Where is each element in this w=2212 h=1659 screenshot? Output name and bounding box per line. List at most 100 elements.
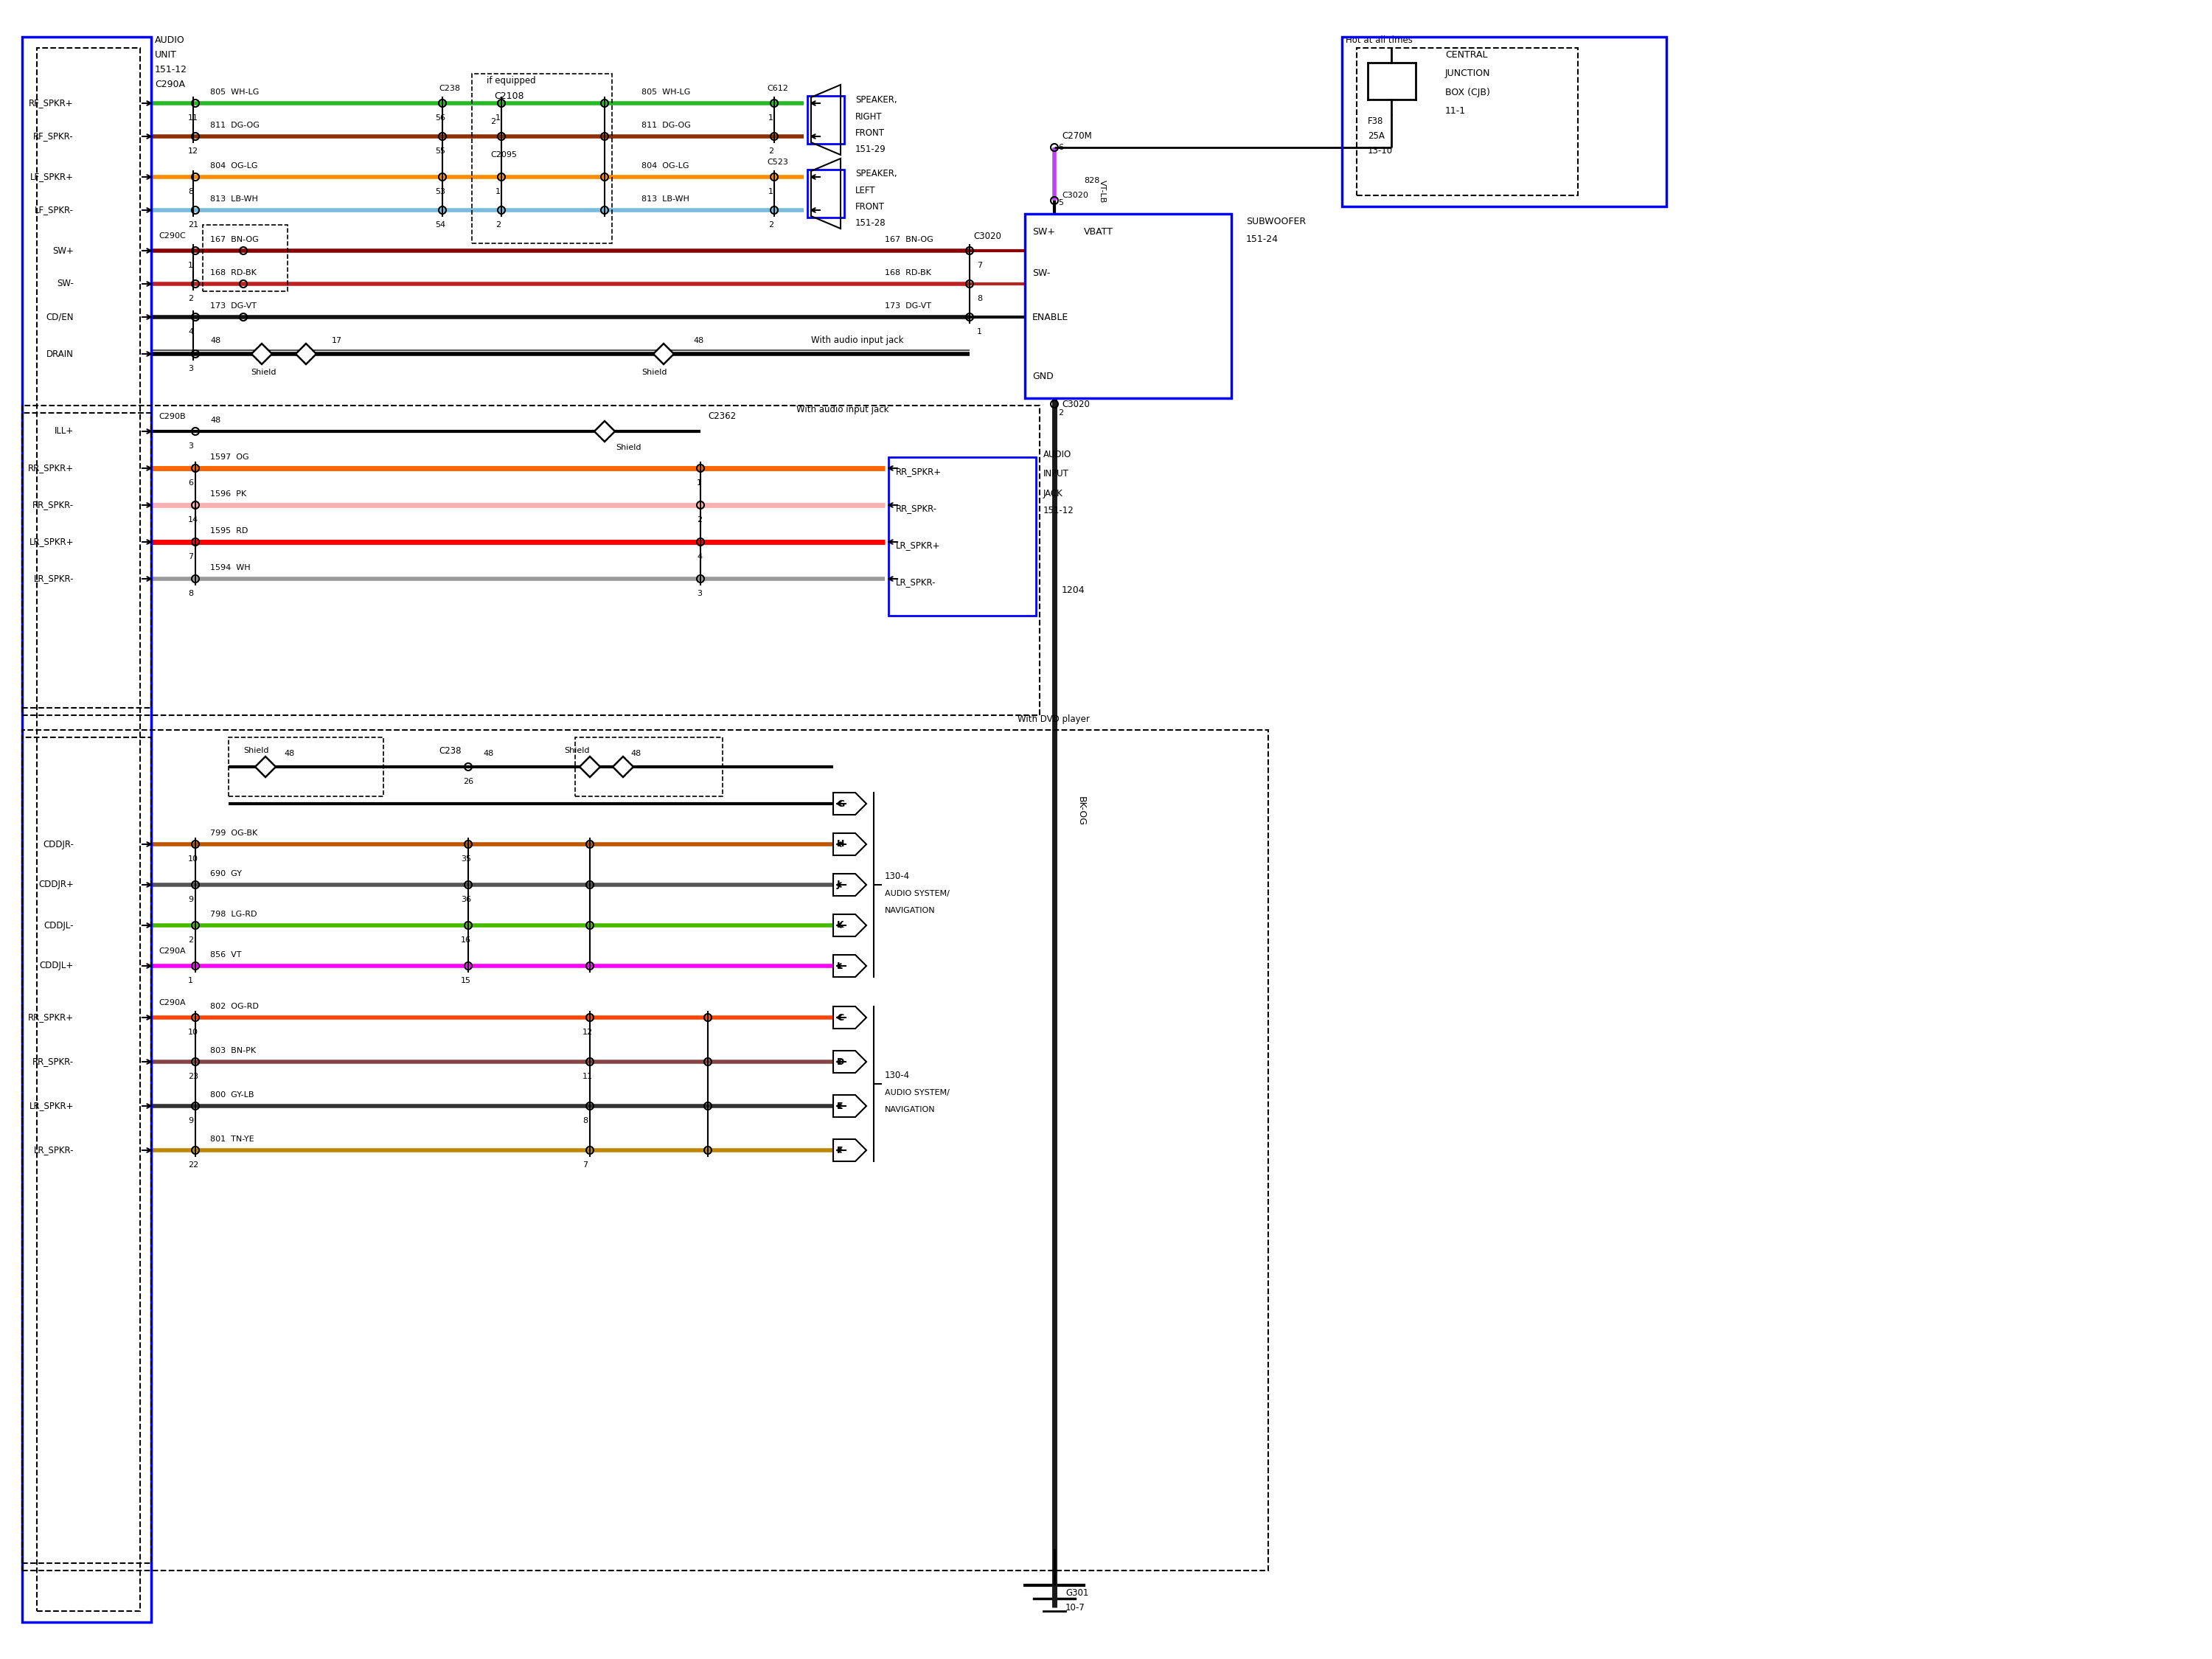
Text: LF_SPKR-: LF_SPKR- bbox=[35, 206, 73, 216]
Text: 6: 6 bbox=[188, 479, 192, 486]
Text: C3020: C3020 bbox=[1062, 400, 1091, 408]
Bar bbox=[471, 73, 613, 244]
Text: if equipped: if equipped bbox=[487, 76, 535, 86]
Text: CDDJR+: CDDJR+ bbox=[38, 879, 73, 889]
Text: 56: 56 bbox=[436, 114, 445, 121]
Text: 1: 1 bbox=[188, 262, 192, 269]
Text: SW+: SW+ bbox=[1033, 227, 1055, 237]
Text: SW-: SW- bbox=[58, 279, 73, 289]
Text: VBATT: VBATT bbox=[1084, 227, 1113, 237]
Text: RR_SPKR+: RR_SPKR+ bbox=[29, 1012, 73, 1022]
Bar bbox=[1024, 214, 1232, 398]
Polygon shape bbox=[580, 757, 599, 776]
Text: 690  GY: 690 GY bbox=[210, 869, 241, 878]
Text: 813  LB-WH: 813 LB-WH bbox=[210, 196, 259, 202]
Text: G: G bbox=[836, 800, 845, 808]
Text: 804  OG-LG: 804 OG-LG bbox=[210, 163, 257, 169]
Text: C2095: C2095 bbox=[491, 151, 518, 159]
Bar bbox=[38, 48, 139, 1611]
Text: AUDIO: AUDIO bbox=[1044, 450, 1071, 460]
Text: 1204: 1204 bbox=[1062, 586, 1086, 594]
Text: Shield: Shield bbox=[243, 747, 270, 755]
Text: ENABLE: ENABLE bbox=[1033, 312, 1068, 322]
Text: C290A: C290A bbox=[159, 999, 186, 1007]
Text: 1: 1 bbox=[697, 479, 701, 486]
Text: 7: 7 bbox=[978, 262, 982, 269]
Text: 130-4: 130-4 bbox=[885, 871, 909, 881]
Text: 168  RD-BK: 168 RD-BK bbox=[885, 269, 931, 277]
Bar bbox=[22, 405, 1040, 715]
Bar bbox=[22, 737, 150, 1563]
Text: 799  OG-BK: 799 OG-BK bbox=[210, 830, 257, 836]
Text: RR_SPKR+: RR_SPKR+ bbox=[896, 468, 942, 476]
Text: 811  DG-OG: 811 DG-OG bbox=[210, 121, 259, 129]
Text: 813  LB-WH: 813 LB-WH bbox=[641, 196, 690, 202]
Text: Shield: Shield bbox=[250, 368, 276, 377]
Text: C270M: C270M bbox=[1062, 131, 1093, 141]
Text: SW-: SW- bbox=[1033, 269, 1051, 277]
Text: 55: 55 bbox=[436, 148, 445, 154]
Text: 167  BN-OG: 167 BN-OG bbox=[885, 236, 933, 244]
Text: 130-4: 130-4 bbox=[885, 1070, 909, 1080]
Text: 2: 2 bbox=[768, 148, 774, 154]
Text: Shield: Shield bbox=[564, 747, 588, 755]
Text: 1: 1 bbox=[978, 328, 982, 335]
Text: 173  DG-VT: 173 DG-VT bbox=[210, 302, 257, 310]
Text: CENTRAL: CENTRAL bbox=[1444, 50, 1486, 60]
Text: INPUT: INPUT bbox=[1044, 469, 1068, 479]
Text: Hot at all times: Hot at all times bbox=[1345, 36, 1413, 45]
Text: LR_SPKR-: LR_SPKR- bbox=[896, 577, 936, 587]
Text: FRONT: FRONT bbox=[856, 202, 885, 211]
Text: C290C: C290C bbox=[159, 232, 186, 239]
Text: C3020: C3020 bbox=[973, 231, 1002, 241]
Text: AUDIO SYSTEM/: AUDIO SYSTEM/ bbox=[885, 889, 949, 898]
Text: 53: 53 bbox=[436, 187, 445, 196]
Text: 9: 9 bbox=[188, 1117, 192, 1125]
Text: 2: 2 bbox=[495, 221, 500, 229]
Bar bbox=[807, 96, 845, 144]
Text: 800  GY-LB: 800 GY-LB bbox=[210, 1092, 254, 1098]
Text: C2362: C2362 bbox=[708, 411, 737, 421]
Text: LR_SPKR-: LR_SPKR- bbox=[33, 1145, 73, 1155]
Text: 8: 8 bbox=[188, 591, 192, 597]
Text: C238: C238 bbox=[438, 85, 460, 93]
Text: CDDJL+: CDDJL+ bbox=[40, 961, 73, 971]
Text: 151-29: 151-29 bbox=[856, 144, 887, 154]
Text: 6: 6 bbox=[1057, 144, 1064, 151]
Text: BK-OG: BK-OG bbox=[1077, 796, 1086, 826]
Text: 13-10: 13-10 bbox=[1367, 146, 1394, 156]
Text: JACK: JACK bbox=[1044, 488, 1064, 498]
Text: 54: 54 bbox=[436, 221, 445, 229]
Text: 3: 3 bbox=[188, 365, 192, 372]
Text: SW+: SW+ bbox=[53, 246, 73, 255]
Text: F: F bbox=[836, 1145, 843, 1155]
Text: CDDJL-: CDDJL- bbox=[44, 921, 73, 931]
Text: 8: 8 bbox=[978, 295, 982, 302]
Polygon shape bbox=[296, 343, 316, 365]
Text: D: D bbox=[836, 1057, 845, 1067]
Text: 48: 48 bbox=[630, 750, 641, 757]
Text: DRAIN: DRAIN bbox=[46, 348, 73, 358]
Text: 2: 2 bbox=[188, 295, 192, 302]
Polygon shape bbox=[252, 343, 272, 365]
Text: 801  TN-YE: 801 TN-YE bbox=[210, 1135, 254, 1143]
Text: 803  BN-PK: 803 BN-PK bbox=[210, 1047, 257, 1055]
Text: RF_SPKR-: RF_SPKR- bbox=[33, 131, 73, 141]
Text: 11: 11 bbox=[582, 1073, 593, 1080]
Text: SPEAKER,: SPEAKER, bbox=[856, 169, 898, 178]
Text: RF_SPKR+: RF_SPKR+ bbox=[29, 98, 73, 108]
Text: LR_SPKR-: LR_SPKR- bbox=[33, 574, 73, 584]
Text: 151-12: 151-12 bbox=[1044, 506, 1075, 516]
Text: 804  OG-LG: 804 OG-LG bbox=[641, 163, 690, 169]
Text: With audio input jack: With audio input jack bbox=[812, 335, 902, 345]
Text: 1595  RD: 1595 RD bbox=[210, 528, 248, 534]
Text: 16: 16 bbox=[460, 936, 471, 944]
Text: AUDIO SYSTEM/: AUDIO SYSTEM/ bbox=[885, 1088, 949, 1097]
Text: 151-12: 151-12 bbox=[155, 65, 188, 75]
Polygon shape bbox=[595, 421, 615, 441]
Text: NAVIGATION: NAVIGATION bbox=[885, 907, 936, 914]
Text: 805  WH-LG: 805 WH-LG bbox=[210, 88, 259, 96]
Text: C2108: C2108 bbox=[493, 91, 524, 101]
Bar bbox=[575, 737, 723, 796]
Bar bbox=[22, 36, 150, 1623]
